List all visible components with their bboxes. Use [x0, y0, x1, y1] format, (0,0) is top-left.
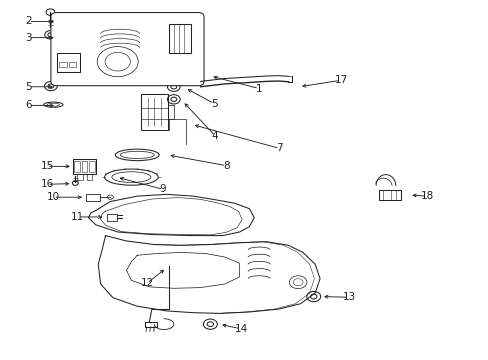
Text: 1: 1 [255, 84, 262, 94]
Text: 14: 14 [234, 324, 247, 334]
Text: 15: 15 [41, 161, 54, 171]
Bar [81, 161, 87, 172]
FancyBboxPatch shape [51, 13, 203, 86]
Text: 5: 5 [25, 82, 32, 92]
Text: 16: 16 [41, 179, 54, 189]
Text: 13: 13 [342, 292, 355, 302]
Text: 11: 11 [71, 212, 84, 222]
Bar [168, 24, 190, 53]
Bar [74, 161, 80, 172]
Bar [57, 53, 80, 72]
Text: 2: 2 [25, 17, 32, 27]
Bar [107, 214, 117, 221]
Bar [59, 62, 66, 67]
Text: 18: 18 [420, 191, 433, 201]
Bar [141, 94, 167, 130]
Bar [167, 105, 173, 119]
Text: 7: 7 [276, 143, 283, 153]
Text: 12: 12 [140, 278, 153, 288]
Bar [86, 174, 92, 180]
Bar [378, 190, 400, 200]
Text: 17: 17 [334, 75, 347, 85]
Text: 10: 10 [47, 192, 60, 202]
Text: 9: 9 [160, 184, 166, 194]
Text: 3: 3 [25, 33, 32, 42]
Bar [86, 194, 100, 201]
Text: 6: 6 [25, 100, 32, 111]
Bar [77, 174, 82, 180]
Bar [89, 161, 95, 172]
Text: 5: 5 [210, 99, 217, 109]
Text: 4: 4 [211, 131, 218, 141]
Bar [144, 321, 157, 327]
Text: 8: 8 [223, 161, 229, 171]
Bar [73, 159, 96, 174]
Bar [69, 62, 76, 67]
